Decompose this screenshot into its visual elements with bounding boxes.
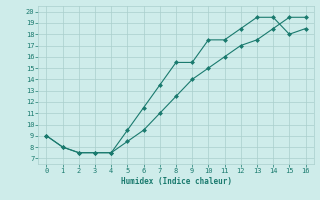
X-axis label: Humidex (Indice chaleur): Humidex (Indice chaleur) [121, 177, 231, 186]
